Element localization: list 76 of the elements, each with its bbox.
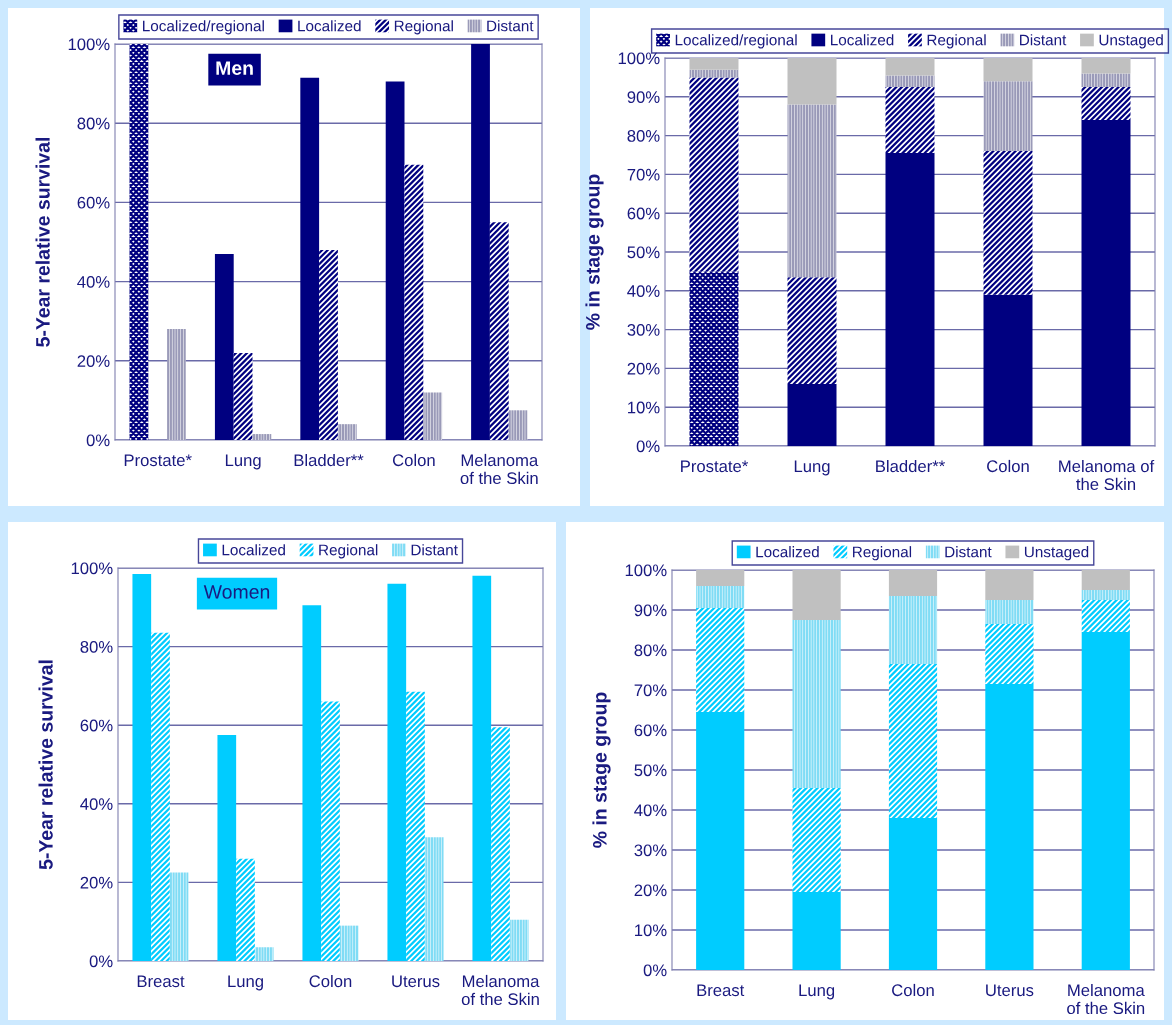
y-tick-label: 80% [634, 644, 667, 657]
legend-label: Distant [411, 544, 458, 556]
legend-label: Unstaged [1024, 546, 1089, 561]
x-tick-label: Lung [228, 975, 263, 991]
y-tick-label: 60% [77, 196, 110, 209]
legend-label: Distant [945, 546, 992, 558]
x-tick-label: Lung [794, 460, 830, 476]
legend-label: Distant [1020, 34, 1067, 46]
y-axis-title: % in stage group [592, 692, 611, 848]
y-tick-label: 10% [628, 401, 660, 414]
y-tick-label: 90% [634, 604, 667, 617]
y-tick-label: 100% [68, 38, 110, 51]
y-tick-label: 100% [618, 52, 660, 65]
y-axis-title: % in stage group [585, 174, 604, 330]
legend-label: Regional [927, 34, 986, 49]
legend-label: Regional [319, 544, 378, 559]
x-tick-label: Prostate* [124, 454, 192, 467]
y-tick-label: 0% [643, 964, 667, 977]
annotation: Women [203, 585, 270, 599]
x-tick-label: Colon [309, 974, 352, 988]
y-tick-label: 30% [627, 324, 660, 336]
y-tick-label: 80% [627, 130, 660, 142]
x-tick-label: Melanoma of the Skin [1067, 983, 1145, 1015]
y-tick-label: 40% [80, 798, 113, 810]
y-tick-label: 40% [627, 285, 660, 297]
y-tick-label: 0% [636, 440, 660, 453]
y-tick-label: 50% [627, 246, 660, 259]
y-tick-label: 70% [634, 684, 667, 697]
x-tick-label: Bladder** [876, 459, 945, 473]
y-tick-label: 40% [634, 804, 667, 817]
x-tick-label: Uterus [392, 975, 440, 988]
legend-label: Localized/regional [143, 20, 264, 35]
legend-label: Regional [394, 20, 453, 35]
legend-label: Distant [487, 20, 534, 32]
y-tick-label: 100% [71, 562, 113, 575]
y-tick-label: 100% [625, 564, 667, 577]
x-tick-label: Prostate* [681, 460, 749, 473]
y-tick-label: 90% [627, 91, 660, 103]
x-tick-label: Breast [697, 984, 745, 997]
x-tick-label: Lung [225, 454, 261, 470]
y-tick-label: 40% [77, 276, 110, 288]
y-tick-label: 20% [77, 355, 110, 367]
x-tick-label: Melanoma of the Skin [460, 453, 539, 485]
annotation: Men [216, 61, 253, 75]
y-tick-label: 60% [634, 724, 667, 737]
y-tick-label: 60% [627, 207, 660, 220]
legend-label: Unstaged [1099, 34, 1163, 49]
y-axis-title: 5-Year relative survival [38, 660, 53, 870]
y-tick-label: 10% [635, 924, 667, 937]
legend-label: Localized [756, 546, 819, 558]
x-tick-label: Bladder** [294, 453, 364, 467]
x-tick-label: Colon [392, 453, 435, 467]
y-tick-label: 80% [80, 641, 113, 653]
x-tick-label: Colon [987, 459, 1029, 473]
legend-label: Localized [222, 544, 285, 556]
y-tick-label: 50% [634, 764, 667, 777]
y-tick-label: 20% [634, 884, 667, 897]
y-tick-label: 0% [86, 434, 110, 447]
x-tick-label: Melanoma of the Skin [461, 974, 540, 1006]
x-tick-label: Breast [137, 975, 185, 988]
y-tick-label: 70% [627, 168, 660, 181]
x-tick-label: Lung [799, 984, 835, 1000]
legend-label: Localized/regional [675, 34, 797, 49]
x-tick-label: Melanoma of the Skin [1059, 459, 1155, 491]
y-tick-label: 20% [80, 876, 113, 889]
y-axis-title: 5-Year relative survival [35, 137, 50, 347]
legend-label: Localized [831, 34, 894, 46]
y-tick-label: 20% [627, 362, 660, 375]
y-tick-label: 80% [77, 117, 110, 130]
x-tick-label: Uterus [986, 984, 1034, 997]
y-tick-label: 60% [80, 719, 113, 732]
y-tick-label: 0% [89, 955, 113, 968]
legend-label: Localized [298, 20, 361, 32]
y-tick-label: 30% [634, 844, 667, 857]
x-tick-label: Colon [892, 983, 934, 997]
legend-label: Regional [853, 546, 912, 561]
